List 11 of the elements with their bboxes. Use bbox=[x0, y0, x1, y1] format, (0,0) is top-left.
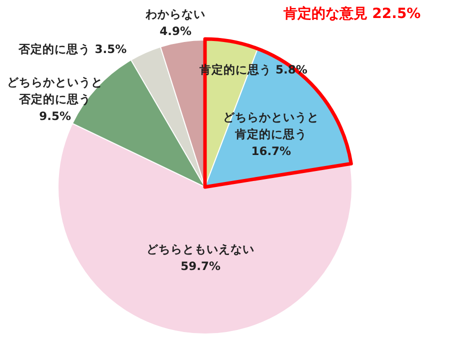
data-label: 9.5% bbox=[39, 108, 72, 123]
data-label: 59.7% bbox=[180, 259, 222, 274]
data-label: 3.5% bbox=[94, 42, 128, 56]
slice-label: どちらかというと否定的に思う bbox=[7, 74, 104, 106]
slice-label: 否定的に思う bbox=[18, 42, 91, 56]
data-label: 4.9% bbox=[160, 24, 192, 38]
slice-label: どちらともいえない bbox=[146, 242, 255, 256]
slice-label: どちらかというと肯定的に思う bbox=[223, 110, 320, 142]
slice-label: わからない bbox=[144, 6, 206, 21]
data-label: 16.7% bbox=[251, 144, 292, 158]
text: 肯定的な意見 22.5% bbox=[282, 5, 421, 22]
